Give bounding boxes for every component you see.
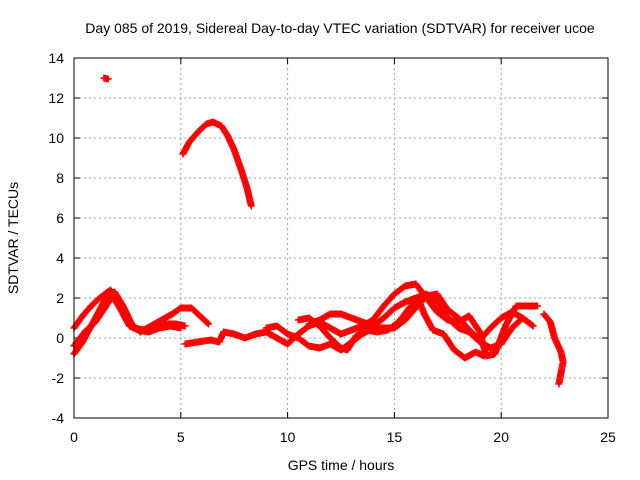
x-tick-label: 15 bbox=[387, 429, 403, 445]
chart-title: Day 085 of 2019, Sidereal Day-to-day VTE… bbox=[85, 20, 595, 36]
y-tick-label: 0 bbox=[56, 330, 64, 346]
x-tick-label: 10 bbox=[280, 429, 296, 445]
axis-ticks: 0 5 10 15 20 25 -4 -2 0 2 4 6 8 10 12 14 bbox=[48, 50, 616, 445]
y-tick-label: 12 bbox=[48, 90, 64, 106]
data-point bbox=[205, 320, 213, 328]
data-point bbox=[517, 315, 525, 323]
grid bbox=[74, 58, 608, 418]
series-pass-7 bbox=[305, 290, 527, 352]
x-axis-title: GPS time / hours bbox=[288, 457, 395, 473]
data-point bbox=[555, 380, 563, 388]
x-tick-label: 20 bbox=[493, 429, 509, 445]
series-pass-9 bbox=[100, 74, 112, 83]
data-point bbox=[528, 321, 536, 329]
y-tick-label: 14 bbox=[48, 50, 64, 66]
data-point bbox=[480, 352, 488, 360]
data-point bbox=[204, 319, 211, 327]
series-pass-8 bbox=[179, 118, 255, 210]
data-point bbox=[519, 314, 527, 322]
x-tick-label: 25 bbox=[600, 429, 616, 445]
y-tick-label: 10 bbox=[48, 130, 64, 146]
x-tick-label: 5 bbox=[177, 429, 185, 445]
y-tick-label: 2 bbox=[56, 290, 64, 306]
y-axis-title: SDTVAR / TECUs bbox=[5, 182, 21, 294]
series-pass-4 bbox=[181, 280, 542, 360]
y-tick-label: 6 bbox=[56, 210, 64, 226]
data-point bbox=[177, 324, 185, 332]
plot-frame bbox=[73, 57, 609, 419]
data-point bbox=[247, 202, 255, 210]
y-tick-label: 8 bbox=[56, 170, 64, 186]
series-pass-10 bbox=[540, 310, 567, 388]
data-point bbox=[181, 322, 189, 330]
y-tick-label: -4 bbox=[52, 410, 65, 426]
x-tick-label: 0 bbox=[70, 429, 78, 445]
y-tick-label: 4 bbox=[56, 250, 64, 266]
y-tick-label: -2 bbox=[52, 370, 65, 386]
data-point bbox=[104, 75, 112, 83]
data-points bbox=[70, 74, 567, 388]
series-pass-3 bbox=[70, 292, 185, 350]
data-point bbox=[534, 302, 542, 310]
data-point bbox=[529, 322, 537, 330]
